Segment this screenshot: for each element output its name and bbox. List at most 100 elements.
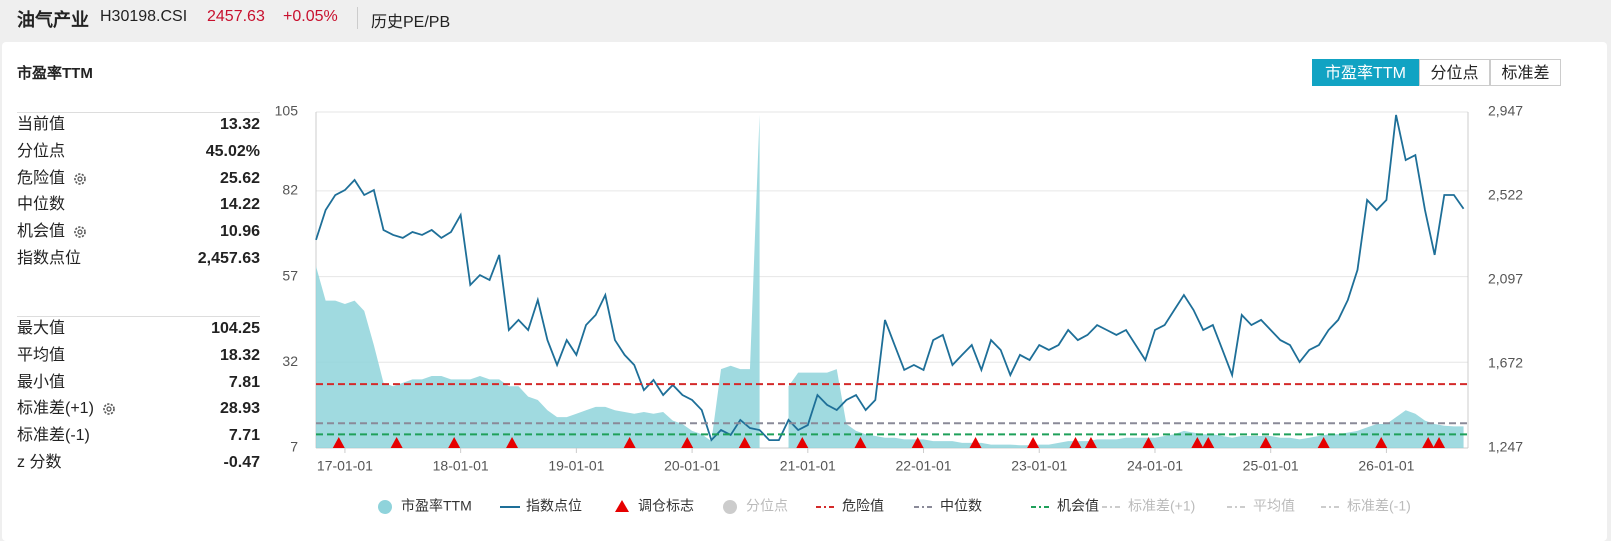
stat-value: 104.25	[211, 320, 260, 337]
y2-tick-label: 2,097	[1488, 271, 1523, 287]
stat-value: 10.96	[219, 223, 260, 241]
x-tick-label: 18-01-01	[433, 458, 489, 474]
toggle-button[interactable]: 标准差	[1490, 59, 1561, 86]
index-price: 2457.63	[207, 8, 265, 25]
x-tick-label: 19-01-01	[548, 458, 604, 474]
settings-icon[interactable]	[102, 402, 116, 416]
settings-icon[interactable]	[73, 225, 87, 239]
rebalance-marker	[1142, 437, 1155, 448]
rebalance-marker	[332, 437, 345, 448]
toggle-button[interactable]: 市盈率TTM	[1312, 59, 1419, 86]
stat-value: 7.71	[228, 427, 260, 445]
stat-label: 最小值	[17, 373, 66, 391]
stat-value: 13.32	[219, 116, 260, 133]
stat-label: 标准差(-1)	[17, 427, 90, 445]
legend-label[interactable]: 机会值	[1057, 498, 1099, 514]
stat-label: 危险值	[17, 169, 66, 187]
y-tick-label: 32	[282, 353, 298, 369]
legend-label[interactable]: 市盈率TTM	[401, 498, 472, 514]
rebalance-marker	[681, 437, 694, 448]
pe-area	[316, 114, 760, 449]
stat-row: 最小值 7.81	[17, 370, 260, 396]
rebalance-marker	[623, 437, 636, 448]
separator	[17, 112, 260, 113]
x-tick-label: 24-01-01	[1127, 458, 1183, 474]
stat-label: 机会值	[17, 223, 66, 241]
stat-label: 最大值	[17, 320, 66, 337]
stat-row: 机会值 10.96	[17, 219, 260, 245]
divider	[357, 7, 358, 29]
stat-value: 14.22	[219, 196, 260, 214]
stat-row: 标准差(+1) 28.93	[17, 396, 260, 422]
rebalance-marker	[796, 437, 809, 448]
pe-area	[788, 369, 1464, 448]
stat-value: 45.02%	[205, 142, 260, 160]
stat-row: 分位点 45.02%	[17, 139, 260, 165]
y2-tick-label: 2,947	[1488, 103, 1523, 119]
index-name: 油气产业	[17, 10, 89, 30]
stat-value: 28.93	[219, 400, 260, 418]
rebalance-marker	[448, 437, 461, 448]
x-tick-label: 23-01-01	[1011, 458, 1067, 474]
stat-row: 平均值 18.32	[17, 343, 260, 369]
stat-label: 中位数	[17, 196, 66, 214]
y-tick-label: 105	[275, 103, 299, 119]
legend-label[interactable]: 分位点	[746, 498, 788, 514]
legend-label[interactable]: 调仓标志	[638, 498, 694, 514]
settings-icon[interactable]	[73, 172, 87, 186]
legend-label[interactable]: 标准差(-1)	[1347, 498, 1411, 514]
x-tick-label: 26-01-01	[1358, 458, 1414, 474]
rebalance-marker	[390, 437, 403, 448]
index-line	[315, 114, 1465, 442]
rebalance-marker	[738, 437, 751, 448]
tab[interactable]: 历史PE/PB	[371, 14, 451, 31]
stat-label: 分位点	[17, 142, 66, 160]
index-code: H30198.CSI	[100, 8, 188, 25]
panel-title: 市盈率TTM	[17, 65, 93, 82]
x-tick-label: 22-01-01	[896, 458, 952, 474]
stat-value: 2,457.63	[197, 250, 260, 267]
rebalance-marker	[911, 437, 924, 448]
legend-label[interactable]: 中位数	[940, 498, 982, 514]
stat-label: 标准差(+1)	[17, 400, 94, 418]
legend-label[interactable]: 平均值	[1253, 498, 1295, 514]
stat-value: 25.62	[219, 169, 260, 187]
y2-tick-label: 1,247	[1488, 439, 1523, 455]
rebalance-marker	[969, 437, 982, 448]
stat-row: 危险值 25.62	[17, 166, 260, 192]
legend-label[interactable]: 标准差(+1)	[1128, 498, 1195, 514]
rebalance-marker	[1433, 437, 1446, 448]
card	[2, 42, 1607, 541]
rebalance-marker	[1259, 437, 1272, 448]
legend-label[interactable]: 指数点位	[526, 498, 582, 514]
rebalance-marker	[854, 437, 867, 448]
rebalance-marker	[1317, 437, 1330, 448]
rebalance-marker	[1375, 437, 1388, 448]
toggle-button[interactable]: 分位点	[1419, 59, 1490, 86]
rebalance-marker	[1084, 437, 1097, 448]
rebalance-marker	[1191, 437, 1204, 448]
rebalance-marker	[1422, 437, 1435, 448]
stat-label: 平均值	[17, 346, 66, 364]
stat-row: 标准差(-1) 7.71	[17, 423, 260, 449]
legend-symbol	[378, 500, 392, 514]
x-tick-label: 20-01-01	[664, 458, 720, 474]
y-tick-label: 82	[282, 182, 298, 198]
y-tick-label: 7	[290, 439, 298, 455]
legend-symbol	[615, 500, 629, 512]
stat-value: 7.81	[228, 373, 260, 391]
index-change: +0.05%	[283, 8, 338, 25]
legend-symbol	[723, 500, 737, 514]
stat-row: z 分数 -0.47	[17, 450, 260, 476]
x-tick-label: 21-01-01	[780, 458, 836, 474]
stat-label: z 分数	[17, 454, 62, 471]
stat-label: 当前值	[17, 116, 66, 133]
y2-tick-label: 1,672	[1488, 355, 1523, 371]
legend-label[interactable]: 危险值	[842, 498, 884, 514]
separator	[17, 316, 260, 317]
stat-value: 18.32	[219, 346, 260, 364]
y-tick-label: 57	[282, 267, 298, 283]
x-tick-label: 25-01-01	[1243, 458, 1299, 474]
